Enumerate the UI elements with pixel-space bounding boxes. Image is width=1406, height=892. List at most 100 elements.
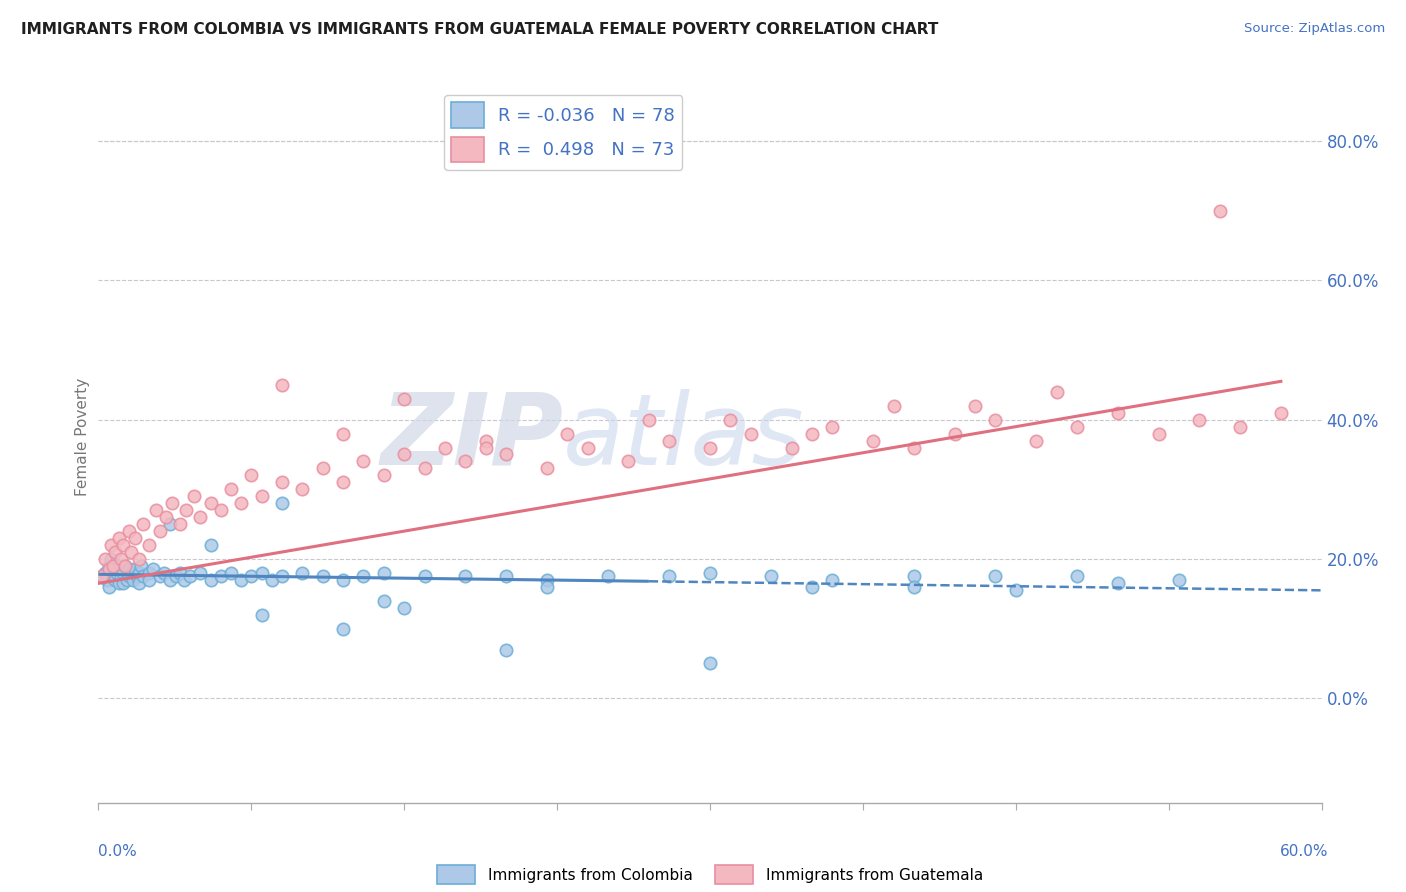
Point bbox=[127, 569, 149, 583]
Point bbox=[115, 573, 138, 587]
Point bbox=[434, 441, 457, 455]
Point bbox=[984, 412, 1007, 426]
Point bbox=[108, 576, 131, 591]
Point bbox=[183, 489, 205, 503]
Point bbox=[1167, 573, 1189, 587]
Point bbox=[174, 503, 197, 517]
Point bbox=[943, 426, 966, 441]
Point bbox=[576, 441, 599, 455]
Point bbox=[110, 552, 132, 566]
Point bbox=[124, 531, 146, 545]
Point bbox=[219, 566, 242, 580]
Point bbox=[373, 468, 395, 483]
Point bbox=[100, 552, 122, 566]
Point bbox=[200, 538, 222, 552]
Point bbox=[149, 569, 172, 583]
Point bbox=[454, 454, 477, 468]
Point bbox=[1270, 406, 1292, 420]
Text: atlas: atlas bbox=[564, 389, 804, 485]
Point bbox=[821, 573, 844, 587]
Point bbox=[474, 434, 498, 448]
Text: 0.0%: 0.0% bbox=[98, 845, 138, 859]
Point bbox=[598, 569, 620, 583]
Point bbox=[104, 573, 127, 587]
Point bbox=[169, 517, 191, 532]
Point bbox=[240, 569, 263, 583]
Point bbox=[413, 461, 436, 475]
Point bbox=[129, 558, 152, 573]
Point bbox=[188, 566, 212, 580]
Point bbox=[699, 566, 721, 580]
Point bbox=[720, 412, 742, 426]
Point bbox=[97, 558, 120, 573]
Point bbox=[658, 569, 681, 583]
Point bbox=[200, 496, 222, 510]
Point bbox=[169, 566, 191, 580]
Point bbox=[159, 573, 181, 587]
Point bbox=[332, 475, 354, 490]
Point bbox=[1209, 203, 1232, 218]
Point bbox=[373, 566, 395, 580]
Point bbox=[219, 483, 242, 497]
Point bbox=[821, 419, 844, 434]
Point bbox=[149, 524, 172, 538]
Point bbox=[454, 569, 477, 583]
Point bbox=[557, 426, 579, 441]
Point bbox=[145, 503, 167, 517]
Point bbox=[118, 562, 141, 576]
Point bbox=[495, 569, 517, 583]
Point bbox=[132, 569, 155, 583]
Point bbox=[332, 622, 354, 636]
Point bbox=[104, 562, 127, 576]
Point bbox=[1066, 419, 1088, 434]
Point bbox=[536, 461, 558, 475]
Legend: Immigrants from Colombia, Immigrants from Guatemala: Immigrants from Colombia, Immigrants fro… bbox=[432, 859, 988, 890]
Point bbox=[104, 545, 127, 559]
Point bbox=[132, 517, 155, 532]
Point bbox=[658, 434, 681, 448]
Point bbox=[188, 510, 212, 524]
Point bbox=[1045, 384, 1069, 399]
Text: ZIP: ZIP bbox=[380, 389, 564, 485]
Point bbox=[740, 426, 762, 441]
Point bbox=[108, 558, 131, 573]
Point bbox=[231, 496, 253, 510]
Point bbox=[291, 483, 314, 497]
Point bbox=[495, 448, 517, 462]
Point bbox=[105, 566, 128, 580]
Point bbox=[124, 562, 146, 576]
Point bbox=[270, 475, 294, 490]
Point bbox=[1147, 426, 1170, 441]
Point bbox=[536, 573, 558, 587]
Point bbox=[392, 392, 416, 406]
Point bbox=[111, 566, 134, 580]
Point bbox=[332, 426, 354, 441]
Point bbox=[138, 573, 160, 587]
Point bbox=[291, 566, 314, 580]
Point bbox=[312, 569, 335, 583]
Point bbox=[159, 517, 181, 532]
Point bbox=[250, 566, 273, 580]
Point bbox=[209, 503, 232, 517]
Point bbox=[1025, 434, 1047, 448]
Point bbox=[100, 538, 122, 552]
Point bbox=[101, 569, 124, 583]
Point bbox=[699, 657, 721, 671]
Point bbox=[1229, 419, 1251, 434]
Point bbox=[617, 454, 640, 468]
Point bbox=[270, 496, 294, 510]
Point bbox=[352, 454, 374, 468]
Point bbox=[128, 566, 150, 580]
Point bbox=[91, 569, 114, 583]
Point bbox=[209, 569, 232, 583]
Point bbox=[93, 552, 115, 566]
Point bbox=[270, 377, 294, 392]
Point bbox=[101, 558, 124, 573]
Point bbox=[120, 545, 142, 559]
Point bbox=[120, 566, 142, 580]
Point bbox=[111, 538, 134, 552]
Point bbox=[91, 569, 114, 583]
Point bbox=[352, 569, 374, 583]
Point bbox=[122, 573, 145, 587]
Point bbox=[312, 461, 335, 475]
